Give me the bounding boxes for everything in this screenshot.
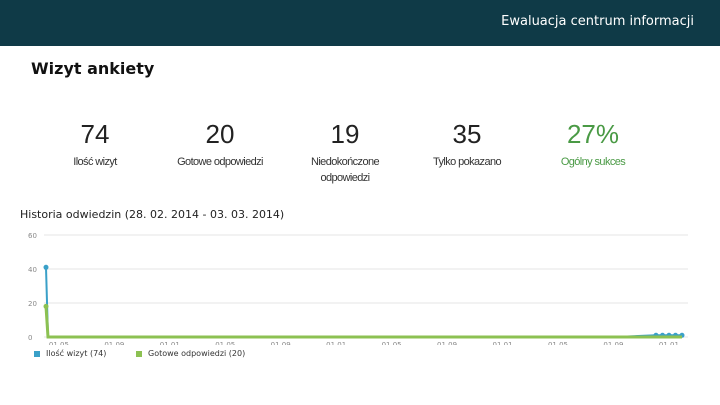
legend-swatch <box>34 350 40 357</box>
legend-label: Gotowe odpowiedzi (20) <box>148 349 246 358</box>
stat-value: 74 <box>80 119 110 149</box>
x-tick-label: 01.01. <box>160 341 182 345</box>
stat-unfinished-answers: 19 Niedokończone odpowiedzi <box>280 118 410 186</box>
legend-swatch <box>136 350 142 357</box>
y-tick-label: 40 <box>28 266 37 274</box>
app-header: Ewaluacja centrum informacji <box>0 0 720 46</box>
x-tick-label: 01.01. <box>493 341 515 345</box>
stat-label: Ogólny sukces <box>560 156 626 168</box>
data-point <box>43 303 49 309</box>
y-tick-label: 0 <box>28 334 32 342</box>
y-tick-label: 20 <box>28 300 37 308</box>
legend-label: Ilość wizyt (74) <box>46 349 107 358</box>
x-tick-label: 01.09. <box>271 341 293 345</box>
x-tick-label: 01.05. <box>382 341 404 345</box>
header-title: Ewaluacja centrum informacji <box>501 14 694 29</box>
history-title: Historia odwiedzin (28. 02. 2014 - 03. 0… <box>20 208 285 221</box>
x-tick-label: 01.05. <box>49 341 71 345</box>
stat-completed-answers: 20 Gotowe odpowiedzi <box>155 118 285 170</box>
stat-value: 20 <box>205 119 235 149</box>
y-tick-label: 60 <box>28 232 37 240</box>
x-tick-label: 01.05. <box>548 341 570 345</box>
legend-answers: Gotowe odpowiedzi (20) <box>136 349 245 358</box>
page-title: Wizyt ankiety <box>31 59 155 78</box>
x-tick-label: 01.09. <box>437 341 459 345</box>
x-tick-label: 01.05. <box>215 341 237 345</box>
data-point <box>43 264 49 270</box>
stat-visits: 74 Ilość wizyt <box>30 118 160 170</box>
x-tick-label: 01.01. <box>659 341 681 345</box>
stat-only-shown: 35 Tylko pokazano <box>402 118 532 170</box>
stat-label: Niedokończone odpowiedzi <box>310 156 380 184</box>
stat-label: Gotowe odpowiedzi <box>177 156 263 168</box>
stat-value: 35 <box>452 119 482 149</box>
x-tick-label: 01.09. <box>603 341 625 345</box>
series-line <box>44 306 682 339</box>
legend-visits: Ilość wizyt (74) <box>34 349 106 358</box>
series-line <box>45 267 682 338</box>
x-tick-label: 01.09. <box>104 341 126 345</box>
visits-history-chart: 60 40 20 0 01.05. 01.09. 01.01. 01.05. 01.09. 01.… <box>28 232 688 345</box>
stat-overall-success: 27% Ogólny sukces <box>528 118 658 170</box>
stat-value: 27% <box>566 119 620 149</box>
stat-value: 19 <box>330 119 360 149</box>
stat-label: Ilość wizyt <box>73 156 117 168</box>
stat-label: Tylko pokazano <box>432 156 502 168</box>
x-tick-label: 01.01. <box>326 341 348 345</box>
